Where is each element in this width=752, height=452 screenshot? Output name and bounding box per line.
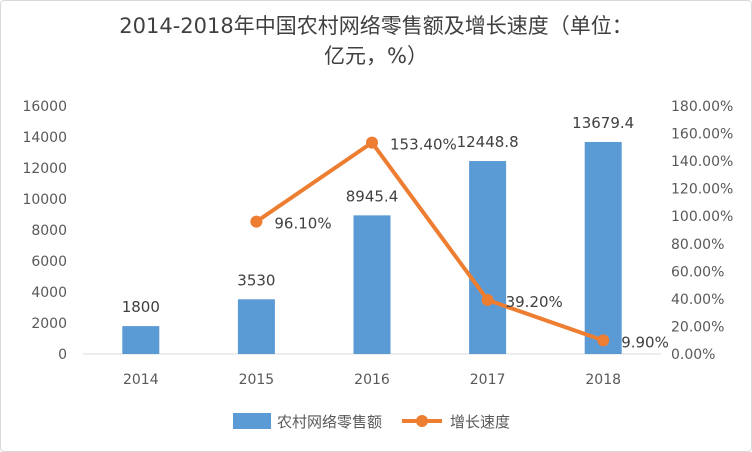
right-axis-tick-label: 100.00% <box>671 209 733 225</box>
left-axis-tick-label: 0 <box>58 347 67 363</box>
left-axis-tick-label: 2000 <box>31 316 67 332</box>
bar-value-label: 13679.4 <box>572 114 634 132</box>
bar <box>237 299 275 354</box>
left-axis-tick-label: 12000 <box>22 161 67 177</box>
growth-rate-point <box>597 334 610 347</box>
x-axis-tick-label: 2015 <box>239 372 275 388</box>
chart-title: 2014-2018年中国农村网络零售额及增长速度（单位： 亿元，%） <box>1 11 751 71</box>
bar <box>122 326 160 354</box>
left-axis-tick-label: 16000 <box>22 99 67 115</box>
chart-title-line2: 亿元，%） <box>324 44 428 68</box>
growth-rate-line <box>254 140 606 343</box>
left-axis-tick-label: 6000 <box>31 254 67 270</box>
growth-rate-label: 9.90% <box>621 333 669 351</box>
growth-rate-point <box>366 136 378 149</box>
bar-value-label: 12448.8 <box>457 133 519 151</box>
chart-title-line1: 2014-2018年中国农村网络零售额及增长速度（单位： <box>119 14 633 38</box>
right-axis-tick-label: 80.00% <box>671 237 724 253</box>
left-axis-tick-label: 10000 <box>22 192 67 208</box>
legend-bar-swatch <box>233 413 271 429</box>
growth-rate-label: 153.40% <box>390 136 457 154</box>
growth-rate-label: 39.20% <box>506 293 563 311</box>
x-axis-tick-label: 2016 <box>354 372 390 388</box>
x-axis-tick-label: 2017 <box>470 372 506 388</box>
legend-bar-label: 农村网络零售额 <box>277 413 382 431</box>
right-axis-tick-label: 40.00% <box>671 292 724 308</box>
right-axis-tick-label: 160.00% <box>671 127 733 143</box>
legend-line-label: 增长速度 <box>450 413 510 431</box>
bar-value-label: 8945.4 <box>346 187 399 205</box>
growth-rate-point <box>250 215 263 228</box>
left-axis-tick-label: 14000 <box>22 130 67 146</box>
growth-rate-point <box>481 293 494 306</box>
growth-rate-label: 96.10% <box>274 215 331 233</box>
right-axis-tick-label: 180.00% <box>671 99 733 115</box>
legend-line-marker <box>416 415 428 427</box>
bar <box>584 141 622 354</box>
bar-value-label: 1800 <box>122 298 160 316</box>
bar <box>469 161 507 354</box>
left-axis-tick-label: 4000 <box>31 285 67 301</box>
bar <box>353 215 391 354</box>
bar-value-label: 3530 <box>237 271 275 289</box>
right-axis-tick-label: 120.00% <box>671 182 733 198</box>
left-axis-tick-label: 8000 <box>31 223 67 239</box>
x-axis-tick-label: 2014 <box>123 372 159 388</box>
right-axis-tick-label: 20.00% <box>671 319 724 335</box>
right-axis-tick-label: 60.00% <box>671 264 724 280</box>
right-axis-tick-label: 140.00% <box>671 154 733 170</box>
x-axis-tick-label: 2018 <box>585 372 621 388</box>
right-axis-tick-label: 0.00% <box>671 347 715 363</box>
